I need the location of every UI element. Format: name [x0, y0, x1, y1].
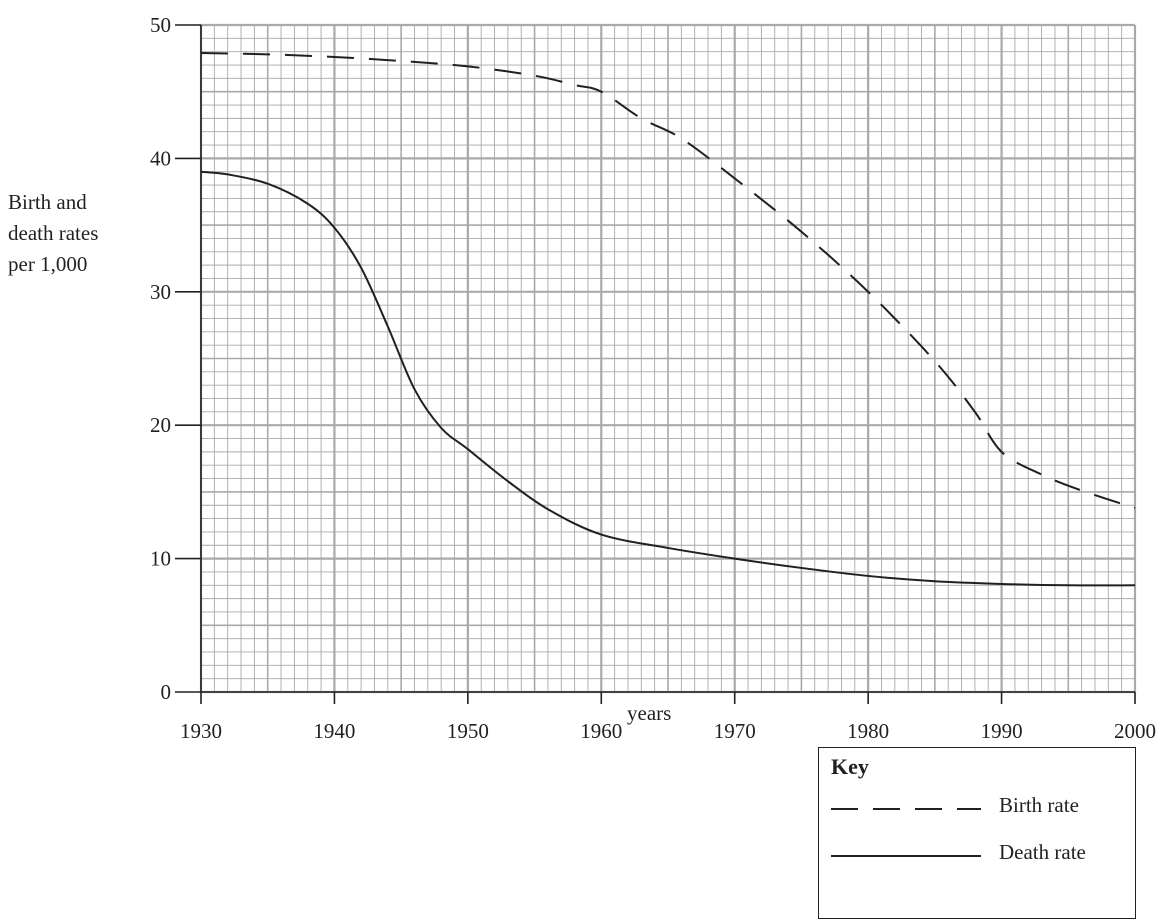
legend-label-birth-rate: Birth rate [999, 793, 1079, 817]
x-tick-label: 1950 [447, 719, 489, 743]
y-tick-label: 0 [161, 680, 172, 704]
legend-title: Key [831, 754, 869, 779]
y-tick-label: 50 [150, 13, 171, 37]
y-axis-label-line-3: per 1,000 [8, 252, 88, 276]
x-tick-label: 1930 [180, 719, 222, 743]
x-tick-label: 1990 [981, 719, 1023, 743]
y-tick-label: 40 [150, 146, 171, 170]
axes: 0 10 20 30 40 50 1930 1940 1950 1960 1970 1980 1990 2… [150, 13, 1156, 743]
x-tick-label: 2000 [1114, 719, 1156, 743]
legend-item-birth-rate: Birth rate [819, 793, 1135, 823]
death-rate-line [200, 170, 1136, 587]
legend-label-death-rate: Death rate [999, 840, 1086, 864]
dashed-line-swatch [831, 808, 981, 810]
x-tick-label: 1960 [580, 719, 622, 743]
x-tick-label: 1940 [313, 719, 355, 743]
x-tick-label: 1970 [714, 719, 756, 743]
solid-line-swatch [831, 855, 981, 857]
x-axis-label: years [627, 701, 672, 725]
y-axis-label: Birth and death rates per 1,000 [8, 187, 98, 280]
grid [199, 23, 1137, 694]
y-tick-label: 10 [150, 547, 171, 571]
y-axis-label-line-1: Birth and [8, 190, 87, 214]
y-axis-label-line-2: death rates [8, 221, 99, 245]
series-lines [200, 52, 1136, 587]
legend-item-death-rate: Death rate [819, 840, 1135, 870]
legend-key: Key Birth rate Death rate [818, 747, 1136, 919]
birth-rate-line [200, 52, 1136, 509]
y-tick-label: 20 [150, 413, 171, 437]
y-tick-label: 30 [150, 280, 171, 304]
x-tick-label: 1980 [847, 719, 889, 743]
